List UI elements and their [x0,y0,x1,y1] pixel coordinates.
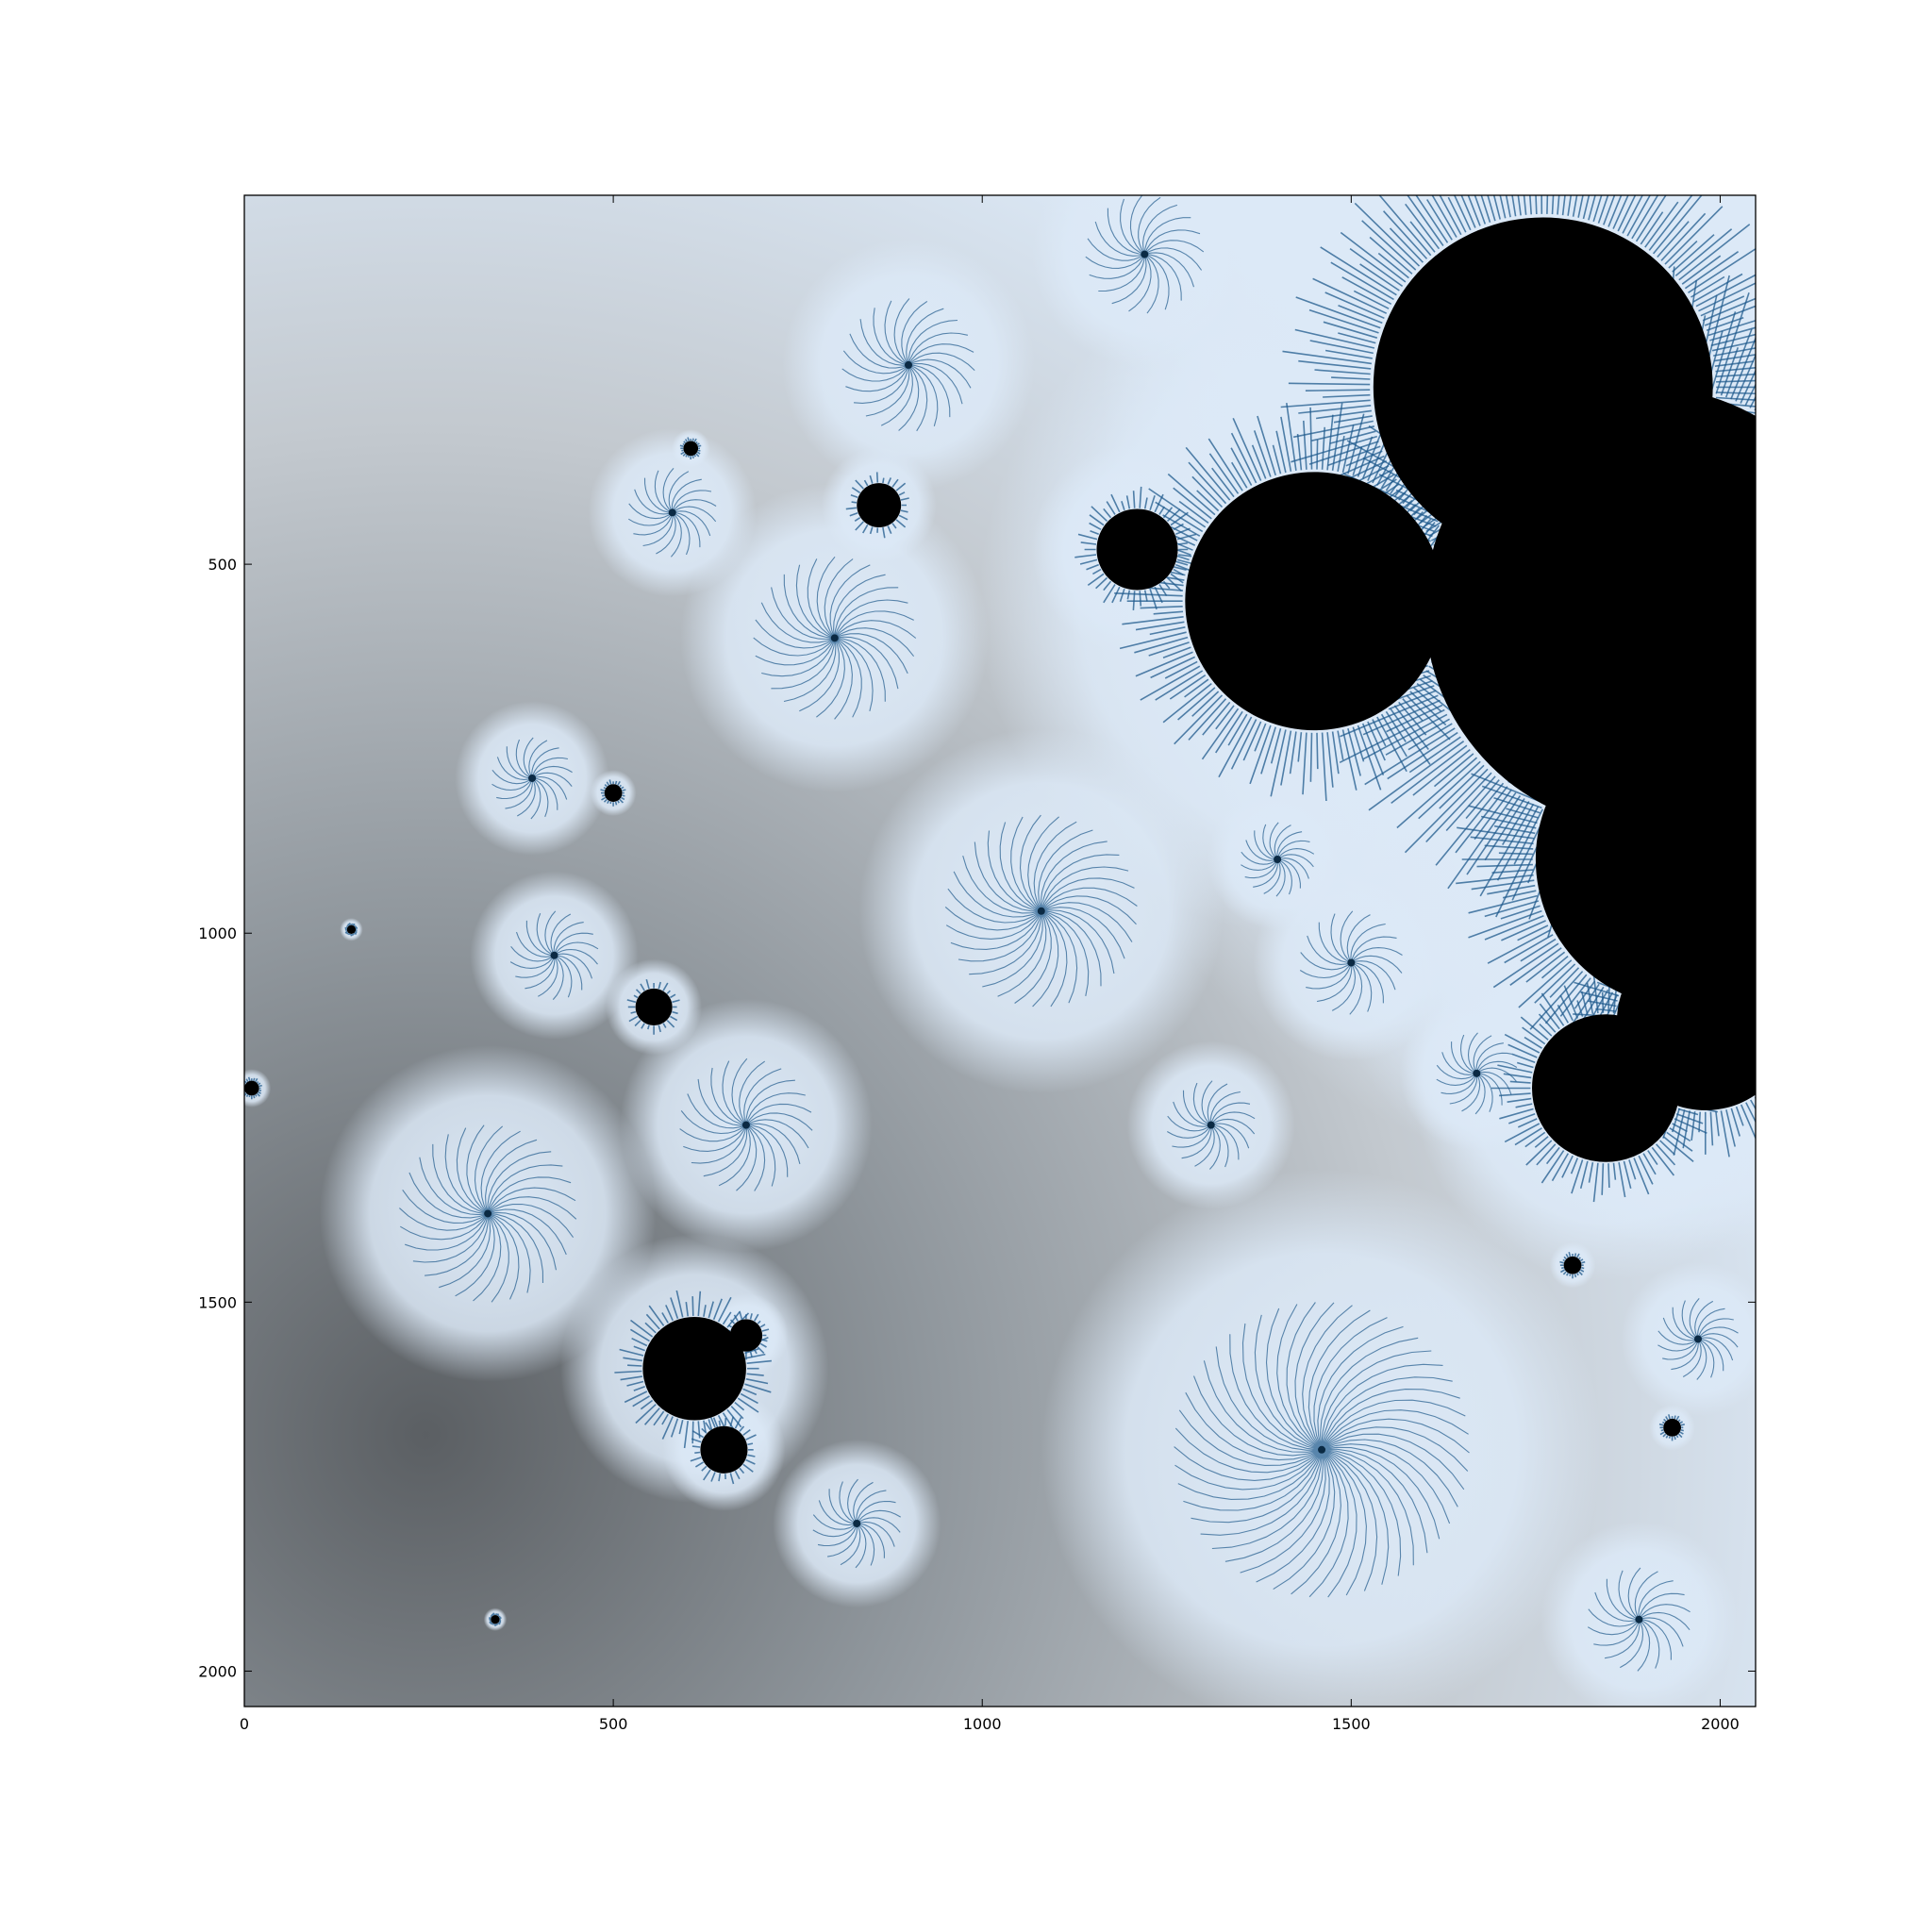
spiral-center-14 [1473,1069,1481,1077]
interior-region-14 [1663,1418,1681,1437]
spiral-center-11 [668,508,676,517]
interior-region-12 [244,1080,259,1096]
plot-frame [243,194,1757,1707]
interior-region-10 [857,483,902,528]
spiral-center-15 [528,774,537,782]
interior-layer [244,217,1756,1624]
spiral-16 [1241,822,1315,897]
spiral-center-6 [1141,250,1149,258]
y-tick-label: 2000 [198,1662,237,1680]
spiral-14 [1436,1032,1518,1115]
filament-10 [845,472,909,539]
filament-16 [679,437,702,459]
plot-area [244,195,1756,1707]
spiral-15 [491,737,573,820]
filament-11 [626,978,680,1035]
filament-8 [690,1416,757,1485]
interior-region-6 [1616,933,1756,1110]
spiral-halo-6 [1032,195,1257,367]
spiral-3 [399,1124,577,1303]
spiral-7 [1587,1567,1690,1672]
interior-region-11 [635,988,673,1026]
interior-region-17 [491,1615,500,1624]
x-tick-label: 1000 [963,1715,1002,1733]
spiral-8 [1299,910,1403,1015]
interior-region-15 [604,784,623,802]
spiral-0 [1174,1302,1470,1598]
interior-region-16 [683,441,699,457]
spiral-halo-13 [1621,1261,1756,1417]
spiral-6 [1085,195,1205,314]
spiral-center-1 [1037,907,1045,915]
spiral-center-0 [1318,1445,1326,1454]
spiral-9 [1167,1080,1256,1170]
spiral-center-8 [1347,958,1356,967]
interior-region-8 [700,1425,748,1474]
y-tick-label: 500 [208,556,237,574]
spiral-12 [812,1478,901,1569]
spiral-center-4 [741,1121,750,1129]
spiral-4 [679,1058,813,1191]
filament-14 [1658,1414,1685,1441]
spiral-center-10 [550,951,558,959]
y-tick-label: 1000 [198,924,237,942]
spiral-1 [944,814,1138,1008]
spiral-center-12 [853,1520,861,1528]
spiral-center-16 [1274,856,1282,864]
interior-region-4 [1096,508,1178,591]
spiral-10 [509,910,599,1000]
interior-region-13 [1563,1256,1582,1274]
x-axis: 0 500 1000 1500 2000 [240,195,1740,1733]
interior-region-2 [1535,711,1756,1008]
x-tick-label: 0 [240,1715,249,1733]
interior-region-9 [729,1319,763,1352]
interior-region-3 [1185,472,1444,731]
spiral-center-3 [484,1209,492,1218]
filament-18 [344,923,358,937]
filament-12 [244,1076,262,1100]
spiral-center-9 [1207,1121,1215,1129]
spiral-center-13 [1693,1335,1702,1343]
spiral-center-2 [830,634,839,642]
x-tick-label: 1500 [1332,1715,1371,1733]
spiral-2 [753,556,917,720]
filament-15 [600,779,626,807]
y-tick-label: 1500 [198,1293,237,1311]
interior-region-18 [346,924,357,935]
spiral-13 [1657,1298,1739,1380]
spiral-center-7 [1635,1615,1643,1624]
filament-4 [1074,486,1197,610]
x-tick-label: 500 [599,1715,628,1733]
spiral-layer [399,195,1739,1672]
spiral-11 [628,468,717,558]
interior-region-7 [642,1316,746,1421]
x-tick-label: 2000 [1701,1715,1740,1733]
filament-17 [488,1612,502,1626]
y-axis: 500 1000 1500 2000 [198,556,1756,1680]
spiral-5 [841,298,975,432]
spiral-center-5 [905,360,913,369]
filament-13 [1559,1251,1586,1279]
